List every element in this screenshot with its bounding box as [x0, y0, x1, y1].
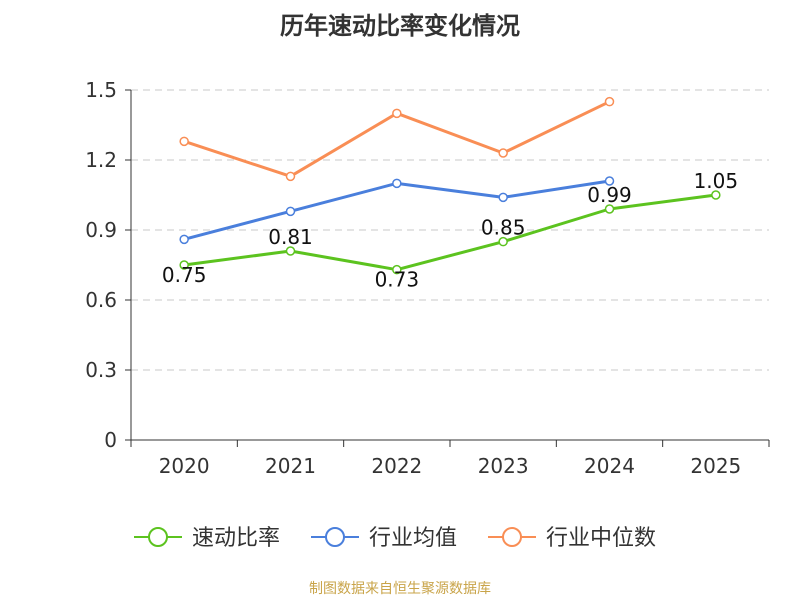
x-tick-label: 2020	[159, 454, 210, 478]
data-point	[179, 260, 189, 270]
chart-title: 历年速动比率变化情况	[280, 12, 520, 40]
series-line-1	[183, 179, 610, 241]
data-labels: 0.75 0.81 0.73 0.85 0.99 1.05	[162, 169, 738, 292]
legend-item-0[interactable]: 速动比率	[134, 526, 280, 551]
y-tick-label: 1.2	[85, 148, 117, 172]
legend[interactable]: 速动比率 行业均值 行业中位数	[134, 526, 656, 551]
series-lines	[179, 96, 721, 275]
y-tick-label: 1.5	[85, 78, 117, 102]
legend-marker	[325, 527, 345, 547]
x-tick-label: 2023	[478, 454, 529, 478]
data-label: 1.05	[694, 169, 739, 193]
series-line-0	[183, 193, 717, 272]
data-point	[179, 136, 189, 147]
data-point	[604, 204, 615, 214]
data-point	[498, 192, 508, 203]
y-tick-label: 0.3	[85, 358, 117, 382]
legend-label: 速动比率	[192, 526, 280, 551]
y-tick-label: 0.9	[85, 218, 117, 242]
x-tick-label: 2022	[371, 454, 422, 478]
data-point	[498, 236, 508, 247]
y-tick-label: 0	[104, 428, 117, 452]
legend-item-1[interactable]: 行业均值	[311, 526, 457, 551]
y-tick-label: 0.6	[85, 288, 117, 312]
data-point	[285, 171, 296, 182]
data-point	[392, 264, 402, 275]
x-tick-label: 2021	[265, 454, 316, 478]
data-label: 0.75	[162, 263, 207, 287]
data-point	[498, 148, 508, 158]
data-point	[392, 108, 402, 119]
source-note: 制图数据来自恒生聚源数据库	[309, 581, 491, 597]
legend-label: 行业中位数	[546, 526, 656, 551]
data-point	[604, 96, 615, 107]
data-point	[604, 176, 615, 186]
legend-marker	[148, 527, 168, 547]
data-label: 0.99	[587, 183, 632, 207]
data-point	[392, 178, 402, 189]
data-label: 0.73	[375, 268, 420, 292]
data-point	[285, 206, 296, 217]
legend-item-2[interactable]: 行业中位数	[488, 526, 656, 551]
data-point	[179, 234, 189, 245]
x-tick-label: 2025	[690, 454, 741, 478]
legend-label: 行业均值	[369, 526, 457, 551]
data-point	[285, 246, 296, 256]
data-label: 0.81	[268, 225, 313, 249]
x-tick-label: 2024	[584, 454, 635, 478]
grid-lines	[131, 89, 769, 371]
axes: 0 0.3 0.6 0.9 1.2 1.5 2020 2021 2022 2023 2024 2025	[85, 78, 770, 478]
legend-marker	[502, 527, 522, 547]
data-label: 0.85	[481, 216, 526, 240]
data-point	[711, 190, 721, 200]
